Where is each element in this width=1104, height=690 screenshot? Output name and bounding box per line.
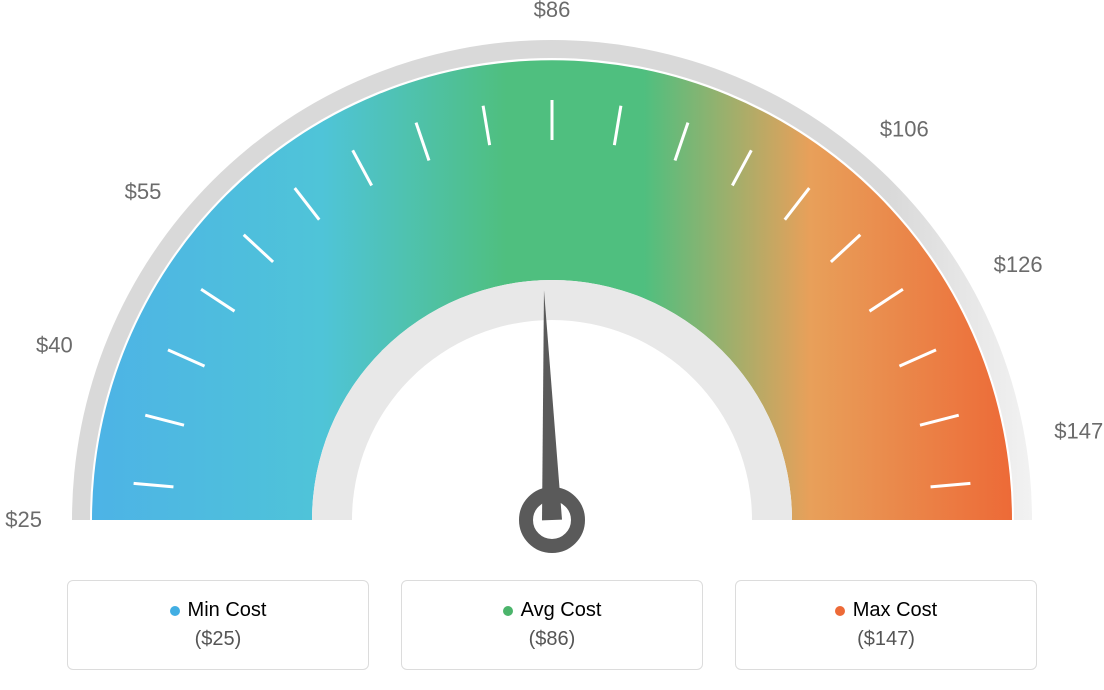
legend-min-card: Min Cost ($25) bbox=[67, 580, 369, 670]
gauge-label: $147 bbox=[1054, 418, 1103, 443]
legend-row: Min Cost ($25) Avg Cost ($86) Max Cost (… bbox=[0, 580, 1104, 670]
gauge-label: $106 bbox=[880, 116, 929, 141]
gauge: $25 $40 $55 $86 $106 $126 $147 bbox=[0, 0, 1104, 560]
gauge-label: $126 bbox=[994, 252, 1043, 277]
legend-max-title: Max Cost bbox=[835, 599, 937, 622]
legend-min-dot bbox=[170, 606, 180, 616]
gauge-needle bbox=[542, 290, 562, 520]
gauge-label: $55 bbox=[125, 179, 162, 204]
legend-min-label: Min Cost bbox=[188, 599, 267, 622]
legend-avg-value: ($86) bbox=[529, 628, 576, 651]
legend-avg-label: Avg Cost bbox=[521, 599, 602, 622]
legend-min-title: Min Cost bbox=[170, 599, 267, 622]
chart-container: $25 $40 $55 $86 $106 $126 $147 Min Cost ($25) … bbox=[0, 0, 1104, 690]
legend-min-value: ($25) bbox=[195, 628, 242, 651]
gauge-label: $25 bbox=[5, 507, 42, 532]
gauge-label: $86 bbox=[534, 0, 571, 22]
legend-avg-dot bbox=[503, 606, 513, 616]
legend-max-dot bbox=[835, 606, 845, 616]
legend-max-value: ($147) bbox=[857, 628, 915, 651]
gauge-svg: $25 $40 $55 $86 $106 $126 $147 bbox=[0, 0, 1104, 560]
legend-avg-card: Avg Cost ($86) bbox=[401, 580, 703, 670]
gauge-label: $40 bbox=[36, 333, 73, 358]
legend-max-card: Max Cost ($147) bbox=[735, 580, 1037, 670]
legend-avg-title: Avg Cost bbox=[503, 599, 602, 622]
legend-max-label: Max Cost bbox=[853, 599, 937, 622]
